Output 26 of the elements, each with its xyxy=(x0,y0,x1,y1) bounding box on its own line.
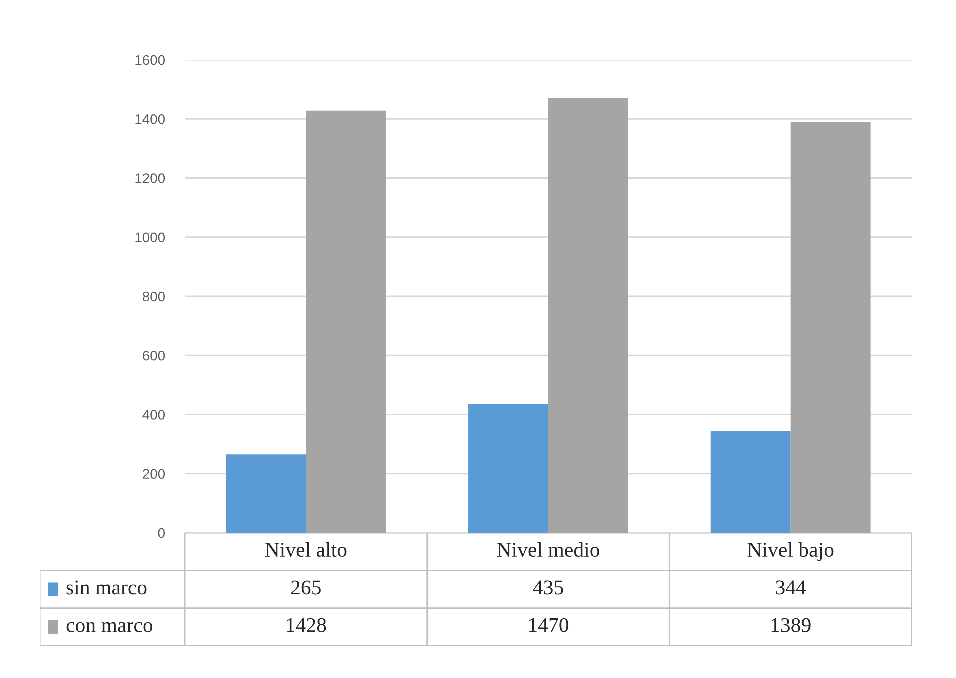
y-tick-label: 200 xyxy=(143,469,166,480)
y-tick-label: 1400 xyxy=(136,114,166,124)
bar xyxy=(548,98,628,533)
x-tick-label: Nivel alto xyxy=(265,542,347,558)
y-tick-label: 600 xyxy=(143,350,166,361)
y-tick-label: 1000 xyxy=(136,232,166,243)
bar xyxy=(226,454,306,533)
bar xyxy=(710,431,791,533)
y-tick-label: 1600 xyxy=(136,55,166,66)
x-tick-label: Nivel bajo xyxy=(748,542,834,562)
bar xyxy=(468,404,548,533)
bar xyxy=(306,110,386,533)
data-label: 1428 xyxy=(287,618,326,632)
x-tick-label: Nivel medio xyxy=(497,542,600,558)
data-label: 265 xyxy=(291,580,321,595)
data-label: 344 xyxy=(776,580,806,595)
legend-label: sin marco xyxy=(66,580,147,595)
y-tick-label: 1200 xyxy=(136,174,166,184)
data-label: 1470 xyxy=(530,618,569,632)
y-tick-label: 400 xyxy=(142,410,166,420)
bar xyxy=(790,122,871,533)
legend-label: con marco xyxy=(66,622,153,632)
data-label: 435 xyxy=(533,580,564,595)
y-tick-label: 0 xyxy=(158,528,166,538)
y-tick-label: 800 xyxy=(142,292,166,302)
data-label: 1389 xyxy=(772,618,811,632)
